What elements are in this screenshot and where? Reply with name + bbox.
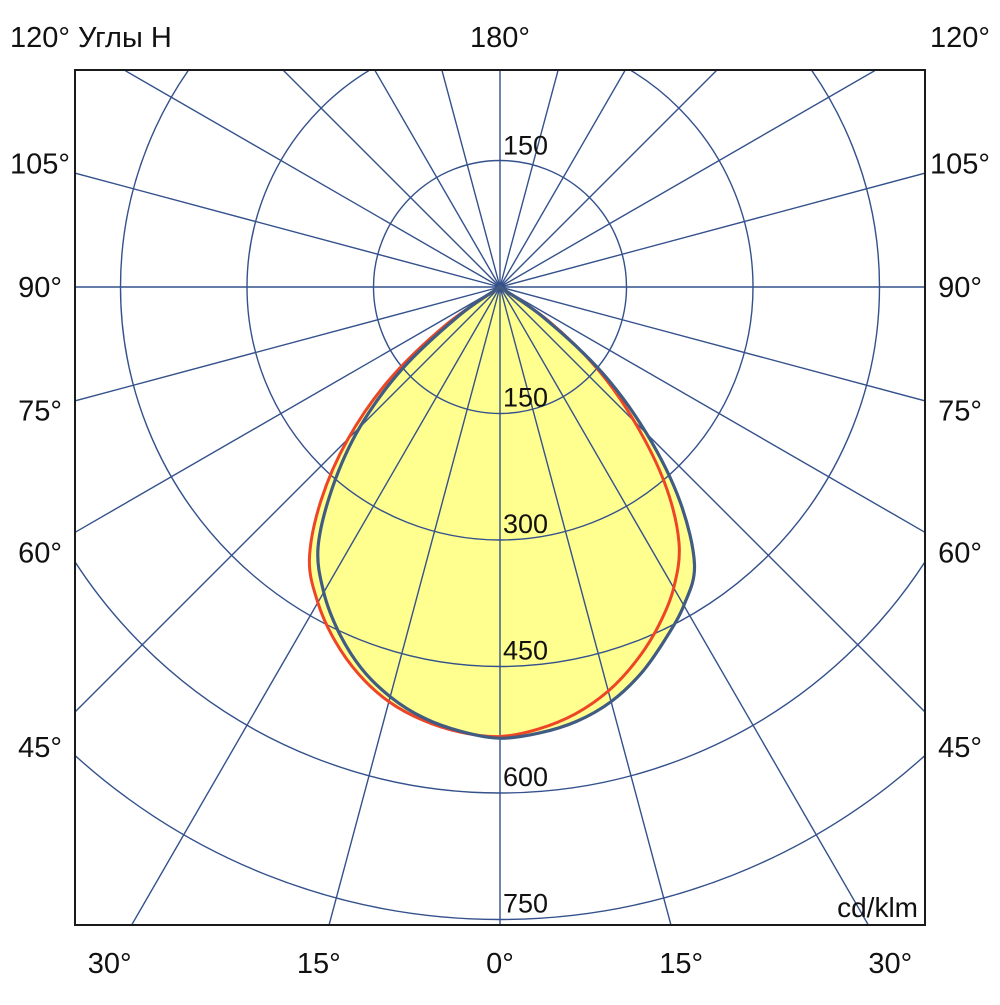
radial-grid-line <box>499 172 925 288</box>
left-angle-label: 75° <box>18 395 62 427</box>
plot-border <box>74 69 926 926</box>
left-angle-label: 90° <box>18 272 62 304</box>
grid-circle-150 <box>372 159 628 415</box>
radial-grid-line <box>499 286 925 534</box>
radius-label-upper-150: 150 <box>503 131 548 161</box>
grid-circle-750 <box>75 754 925 921</box>
intensity-curve-red <box>307 285 681 739</box>
radial-grid-line <box>75 286 501 713</box>
left-angle-label: 45° <box>18 732 62 764</box>
radial-grid-line <box>75 286 501 402</box>
radial-grid-line <box>499 70 718 288</box>
grid-circle-600 <box>75 560 925 794</box>
radius-label-600: 600 <box>503 762 548 792</box>
right-angle-label: 90° <box>938 272 982 304</box>
radial-grid-line <box>75 286 501 534</box>
radial-grid-line <box>441 70 501 288</box>
bottom-angle-label: 15° <box>297 948 341 980</box>
radial-grid-line <box>122 70 501 288</box>
radial-grid-line <box>499 286 925 402</box>
radius-label-150: 150 <box>503 383 548 413</box>
units-label: cd/klm <box>837 892 918 923</box>
bottom-angle-label: 30° <box>868 948 912 980</box>
left-angle-label: 120° <box>10 22 70 54</box>
right-angle-label: 45° <box>938 732 982 764</box>
bottom-angle-label: 15° <box>659 948 703 980</box>
grid-circle-450 <box>119 70 881 668</box>
right-angle-label: 60° <box>938 538 982 570</box>
radial-grid-line <box>499 70 559 288</box>
radial-grid-line <box>499 286 870 925</box>
radial-grid-line <box>282 70 501 288</box>
radial-grid-line <box>373 70 501 288</box>
radius-label-750: 750 <box>503 889 548 919</box>
radius-label-300: 300 <box>503 509 548 539</box>
radial-grid-line <box>75 172 501 288</box>
right-angle-label: 75° <box>938 395 982 427</box>
bottom-angle-label: 0° <box>486 948 514 980</box>
radial-grid-line <box>328 286 501 925</box>
radial-grid-line <box>499 70 878 288</box>
right-angle-label: 105° <box>930 149 990 181</box>
bottom-angle-label: 30° <box>88 948 132 980</box>
top-angle-label: 180° <box>470 22 530 54</box>
radial-grid-line <box>499 286 672 925</box>
grid-circle-300 <box>246 70 754 541</box>
chart-title: Углы H <box>78 22 172 54</box>
left-angle-label: 105° <box>10 149 70 181</box>
radial-grid-line <box>499 286 925 713</box>
radial-grid-line <box>130 286 501 925</box>
radius-label-450: 450 <box>503 636 548 666</box>
left-angle-label: 60° <box>18 538 62 570</box>
curve-fill-1 <box>309 287 680 737</box>
intensity-curve-dark <box>316 285 697 740</box>
radial-grid-line <box>499 70 627 288</box>
right-angle-label: 120° <box>930 22 990 54</box>
